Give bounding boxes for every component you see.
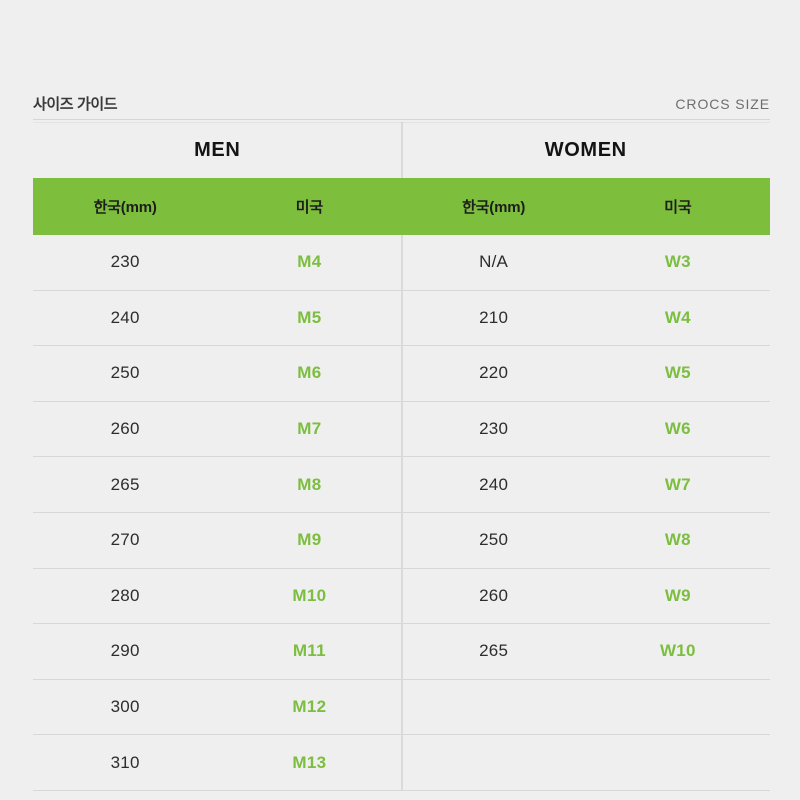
men-values: 250 M6 [33,346,402,401]
men-column-headers: 한국(mm) 미국 [33,178,402,235]
women-values: 210 W4 [402,291,771,346]
cell-women-us [586,680,770,735]
table-row: 250 M6 220 W5 [33,346,770,402]
table-row: 240 M5 210 W4 [33,290,771,347]
cell-women-us: W4 [664,307,691,327]
women-values: 250 W8 [402,513,771,568]
table-row: 270 M9 250 W8 [33,512,771,569]
women-values: 265 W10 [402,624,771,679]
brand-size-label: CROCS SIZE [675,96,770,112]
women-values: 240 W7 [402,457,771,512]
group-header-women: WOMEN [544,138,627,161]
column-header-women-us: 미국 [664,199,692,216]
cell-women-korea: N/A [479,252,509,272]
cell-women-us: W3 [664,252,691,272]
cell-women-us: W5 [664,363,691,383]
table-row: 265 M8 240 W7 [33,457,770,513]
table-group-header-row: MEN WOMEN [33,122,770,178]
men-values: 240 M5 [33,291,402,346]
cell-men-korea: 230 [110,252,140,272]
cell-men-us: M6 [297,363,322,383]
cell-women-korea: 210 [479,307,509,327]
cell-men-us: M9 [297,530,322,550]
men-values: 270 M9 [33,513,402,568]
cell-women-us: W6 [664,419,691,439]
cell-men-us: M11 [292,641,326,661]
table-row: 310 M13 [33,735,770,791]
men-values: 300 M12 [33,680,402,735]
title-bar: 사이즈 가이드 CROCS SIZE [33,88,770,120]
men-values: 280 M10 [33,569,402,624]
cell-women-korea: 220 [479,363,509,383]
title-divider [33,119,770,120]
size-table: MEN WOMEN 한국(mm) 미국 한국(mm) 미국 230 M4 N/A W3… [33,122,770,791]
cell-men-korea: 250 [110,363,140,383]
men-values: 265 M8 [33,457,402,512]
table-row: 230 M4 N/A W3 [33,235,770,291]
cell-women-korea: 250 [479,530,509,550]
cell-women-us [586,735,770,790]
cell-men-us: M13 [292,752,327,772]
cell-women-us: W9 [664,585,691,605]
women-column-headers: 한국(mm) 미국 [402,178,771,235]
cell-men-korea: 280 [110,585,140,605]
men-values: 230 M4 [33,235,402,290]
table-column-header-row: 한국(mm) 미국 한국(mm) 미국 [33,178,770,235]
cell-women-us: W7 [664,474,691,494]
cell-men-us: M12 [292,697,327,717]
women-values [402,680,771,735]
cell-women-us: W8 [664,530,691,550]
column-header-men-korea: 한국(mm) [93,199,157,216]
group-header-men: MEN [194,138,241,161]
cell-women-korea [402,680,586,735]
men-values: 260 M7 [33,402,402,457]
cell-women-korea: 265 [479,641,509,661]
cell-men-us: M10 [292,585,327,605]
cell-men-korea: 310 [110,752,140,772]
cell-women-korea: 230 [479,419,509,439]
women-values: N/A W3 [402,235,771,290]
women-values: 260 W9 [402,569,771,624]
cell-men-korea: 240 [110,307,140,327]
men-values: 290 M11 [33,624,402,679]
cell-men-korea: 270 [110,530,140,550]
cell-men-us: M7 [297,419,322,439]
table-row: 290 M11 265 W10 [33,624,770,680]
page-title: 사이즈 가이드 [33,95,118,113]
cell-men-korea: 265 [110,474,140,494]
cell-women-korea: 240 [479,474,509,494]
table-row: 300 M12 [33,679,771,736]
cell-men-us: M5 [297,307,322,327]
cell-men-korea: 260 [110,419,140,439]
table-body: 230 M4 N/A W3 240 M5 210 W4 250 M6 220 W5 260 M7 230 W6… [33,235,770,791]
table-row: 280 M10 260 W9 [33,568,771,625]
table-row: 260 M7 230 W6 [33,401,771,458]
column-header-women-korea: 한국(mm) [462,199,526,216]
cell-men-korea: 300 [110,697,140,717]
women-values [402,735,771,790]
column-header-men-us: 미국 [295,199,323,216]
cell-men-korea: 290 [110,641,140,661]
cell-men-us: M8 [297,474,322,494]
women-values: 220 W5 [402,346,771,401]
cell-women-korea: 260 [479,585,509,605]
women-values: 230 W6 [402,402,771,457]
cell-men-us: M4 [297,252,322,272]
men-values: 310 M13 [33,735,402,790]
cell-women-korea [402,735,586,790]
cell-women-us: W10 [659,641,696,661]
